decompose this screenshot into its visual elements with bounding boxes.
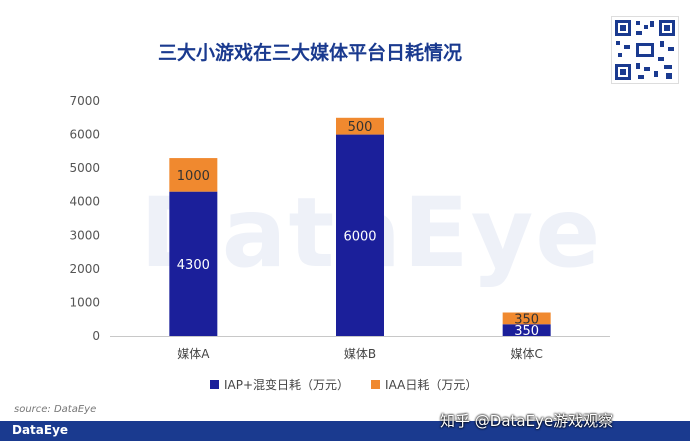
legend-label-iaa: IAA日耗（万元） (385, 378, 478, 392)
y-tick-label: 3000 (69, 228, 100, 242)
source-note: source: DataEye (14, 404, 97, 415)
qr-code-icon (611, 16, 679, 84)
y-tick-label: 2000 (69, 262, 100, 276)
data-label: 350 (514, 312, 539, 327)
data-label: 4300 (177, 258, 210, 273)
legend-swatch-iap (210, 380, 219, 389)
legend-item-iap: IAP+混变日耗（万元） (210, 376, 349, 393)
y-tick-label: 1000 (69, 295, 100, 309)
y-tick-label: 7000 (69, 94, 100, 108)
dataeye-logo: DataEye (12, 423, 69, 437)
x-tick-label: 媒体A (177, 347, 210, 361)
bar-segment-iap-3 (502, 324, 551, 336)
y-tick-label: 5000 (69, 161, 100, 175)
x-tick-label: 媒体C (510, 347, 542, 361)
data-label: 1000 (177, 169, 210, 184)
x-tick-label: 媒体B (344, 347, 376, 361)
bar-segment-iaa-2 (336, 117, 384, 135)
legend-swatch-iaa (371, 380, 381, 389)
bar-segment-iap-2 (336, 134, 384, 336)
bar-segment-iap-1 (169, 191, 218, 336)
y-tick-label: 4000 (69, 195, 100, 209)
bar-segment-iaa-1 (169, 158, 218, 192)
stacked-bar-chart: 0 1000 2000 3000 4000 5000 6000 7000 4300 1000 60… (69, 94, 610, 361)
zhihu-credit: 知乎 @DataEye游戏观察 (440, 412, 614, 430)
y-tick-label: 0 (92, 329, 100, 343)
chart-title: 三大小游戏在三大媒体平台日耗情况 (157, 42, 462, 64)
data-label: 6000 (343, 229, 376, 244)
legend-item-iaa: IAA日耗（万元） (371, 376, 477, 393)
y-tick-label: 6000 (69, 128, 100, 142)
legend-label-iap: IAP+混变日耗（万元） (224, 378, 350, 392)
data-label: 500 (348, 120, 373, 135)
footer-bar: DataEye (0, 421, 690, 441)
legend: IAP+混变日耗（万元） IAA日耗（万元） (210, 376, 477, 393)
data-label: 350 (514, 324, 539, 339)
bar-segment-iaa-3 (502, 312, 551, 325)
